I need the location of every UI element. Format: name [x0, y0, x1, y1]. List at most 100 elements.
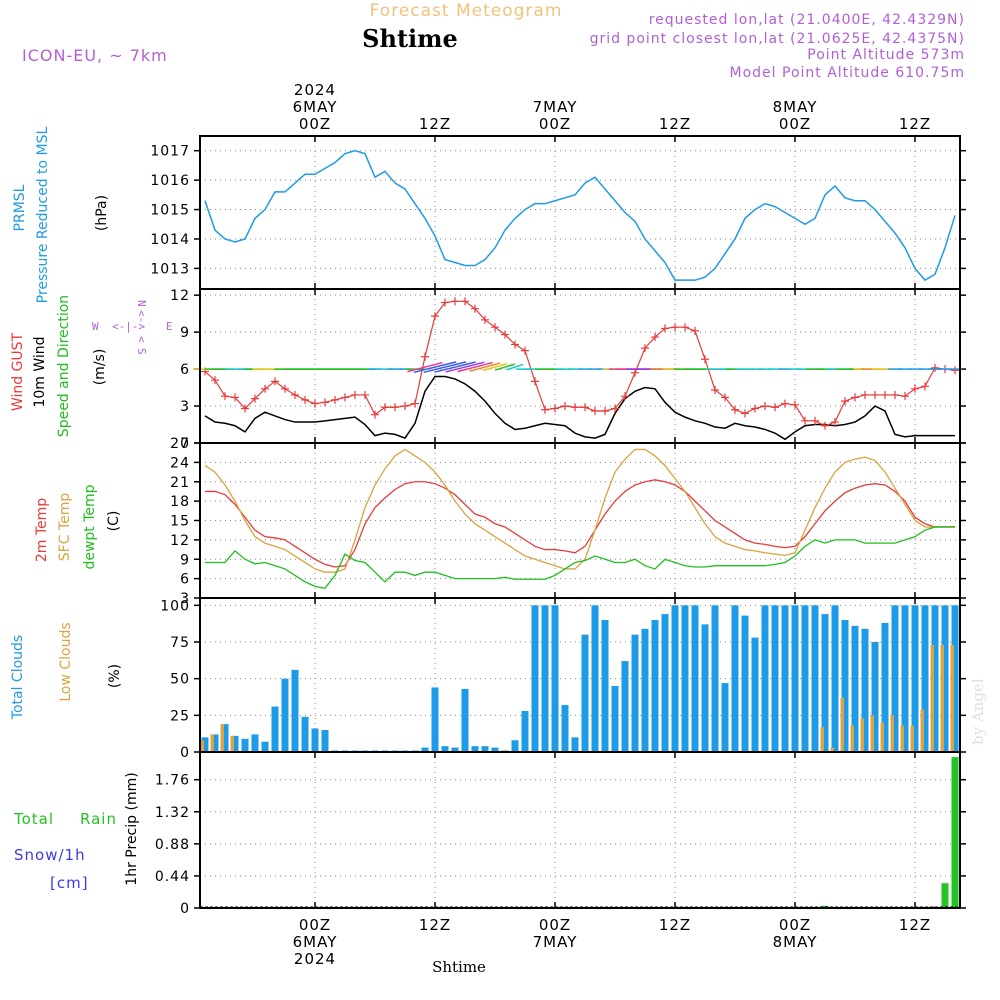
low-cloud-bar	[910, 725, 914, 752]
wind-direction-arrow	[469, 362, 501, 372]
total-cloud-bar	[931, 605, 939, 752]
low-clouds-label: Low Clouds	[58, 622, 74, 701]
low-cloud-bar	[230, 735, 234, 752]
gust-line	[204, 300, 956, 427]
compass-vert-up: <-	[135, 310, 148, 323]
precip-panel: 0 0.44 0.88 1.32 1.76	[155, 751, 966, 917]
gust-marker	[861, 390, 869, 399]
bottom-date-label: 6MAY	[293, 933, 338, 951]
wind-direction-arrow	[494, 363, 516, 371]
wind-direction-arrow	[423, 361, 467, 374]
compass-west: W	[92, 320, 99, 333]
total-clouds-label: Total Clouds	[10, 635, 26, 720]
compass-south: S	[135, 348, 148, 355]
total-cloud-bar	[751, 637, 759, 752]
total-cloud-bar	[901, 605, 909, 752]
total-cloud-bar	[841, 620, 849, 752]
total-cloud-bar	[491, 747, 499, 752]
low-cloud-bar	[930, 644, 934, 752]
low-cloud-bar	[890, 715, 894, 752]
gust-marker	[491, 323, 499, 332]
prmsl-sublabel: Pressure Reduced to MSL	[35, 126, 51, 303]
total-cloud-bar	[231, 735, 239, 752]
gust-marker	[771, 403, 779, 412]
pressure-line	[204, 149, 956, 282]
y-tick-label: 1015	[150, 203, 190, 219]
total-cloud-bar	[691, 605, 699, 752]
y-tick-label: 21	[170, 475, 190, 491]
y-tick-label: 1017	[150, 144, 190, 160]
low-cloud-bar	[940, 644, 944, 752]
total-cloud-bar	[871, 642, 879, 752]
gust-label: Wind GUST	[10, 332, 26, 411]
title-top: Forecast Meteogram	[370, 1, 563, 21]
temp-2m-line	[205, 479, 955, 568]
y-tick-label: 15	[170, 514, 190, 530]
gust-marker	[851, 393, 859, 402]
low-cloud-bar	[920, 709, 924, 752]
snow-unit: [cm]	[50, 874, 89, 892]
wind-direction-arrow	[407, 361, 443, 373]
gust-marker	[691, 326, 699, 335]
bottom-date-label: 7MAY	[533, 933, 578, 951]
bottom-location: Shtime	[432, 958, 486, 976]
gust-marker	[651, 333, 659, 342]
total-cloud-bar	[821, 614, 829, 752]
total-cloud-bar	[561, 705, 569, 752]
y-tick-label: 0	[180, 901, 190, 917]
pressure-unit: (hPa)	[94, 195, 110, 231]
point-altitude: Point Altitude 573m	[807, 47, 965, 63]
cloud-unit: (%)	[107, 664, 123, 688]
y-tick-label: 0	[180, 745, 190, 761]
y-tick-label: 3	[180, 399, 190, 415]
total-cloud-bar	[481, 746, 489, 752]
total-cloud-bar	[451, 747, 459, 752]
requested-coords: requested lon,lat (21.0400E, 42.4329N)	[649, 12, 965, 28]
gust-marker	[311, 399, 319, 408]
temperature-panel: 3 6 9 12 15 18 21 24 27	[170, 436, 966, 607]
wind-direction-arrow	[506, 363, 524, 371]
total-cloud-bar	[551, 605, 559, 752]
total-cloud-bar	[911, 605, 919, 752]
total-cloud-bar	[421, 747, 429, 752]
y-tick-label: 1013	[150, 261, 190, 277]
gust-marker	[721, 393, 729, 402]
top-date-label: 00Z	[779, 115, 811, 133]
gust-marker	[611, 404, 619, 413]
bottom-date-label: 2024	[294, 950, 336, 968]
pressure-labels: PRMSL Pressure Reduced to MSL (hPa)	[12, 126, 110, 303]
gust-marker	[641, 344, 649, 353]
gust-marker	[251, 394, 259, 403]
gust-marker	[241, 404, 249, 413]
total-cloud-bar	[631, 634, 639, 752]
snow-label: Snow/1h	[14, 846, 86, 864]
y-tick-label: 25	[170, 708, 190, 724]
gust-marker	[541, 405, 549, 414]
low-cloud-bar	[950, 644, 954, 752]
cloud-labels: Total Clouds Low Clouds (%)	[10, 622, 123, 720]
gust-marker	[621, 392, 629, 401]
total-cloud-bar	[591, 605, 599, 752]
gust-marker	[321, 398, 329, 407]
gust-marker	[421, 352, 429, 361]
low-cloud-bar	[210, 734, 214, 752]
gust-marker	[631, 368, 639, 377]
total-cloud-bar	[511, 740, 519, 752]
gust-marker	[501, 330, 509, 339]
total-cloud-bar	[811, 605, 819, 752]
precip-unit: 1hr Precip (mm)	[124, 772, 140, 885]
total-cloud-bar	[611, 686, 619, 752]
total-cloud-bar	[731, 605, 739, 752]
compass-vert-down: <	[135, 336, 148, 343]
gust-marker	[561, 402, 569, 411]
pressure-panel: 1013 1014 1015 1016 1017	[150, 135, 966, 290]
wind-direction-arrow	[457, 361, 493, 373]
gust-marker	[731, 405, 739, 414]
total-cloud-bar	[711, 605, 719, 752]
top-date-label: 6MAY	[293, 98, 338, 116]
direction-label: Speed and Direction	[56, 295, 72, 437]
total-cloud-bar	[701, 624, 709, 752]
wind-direction-arrow	[482, 362, 508, 372]
